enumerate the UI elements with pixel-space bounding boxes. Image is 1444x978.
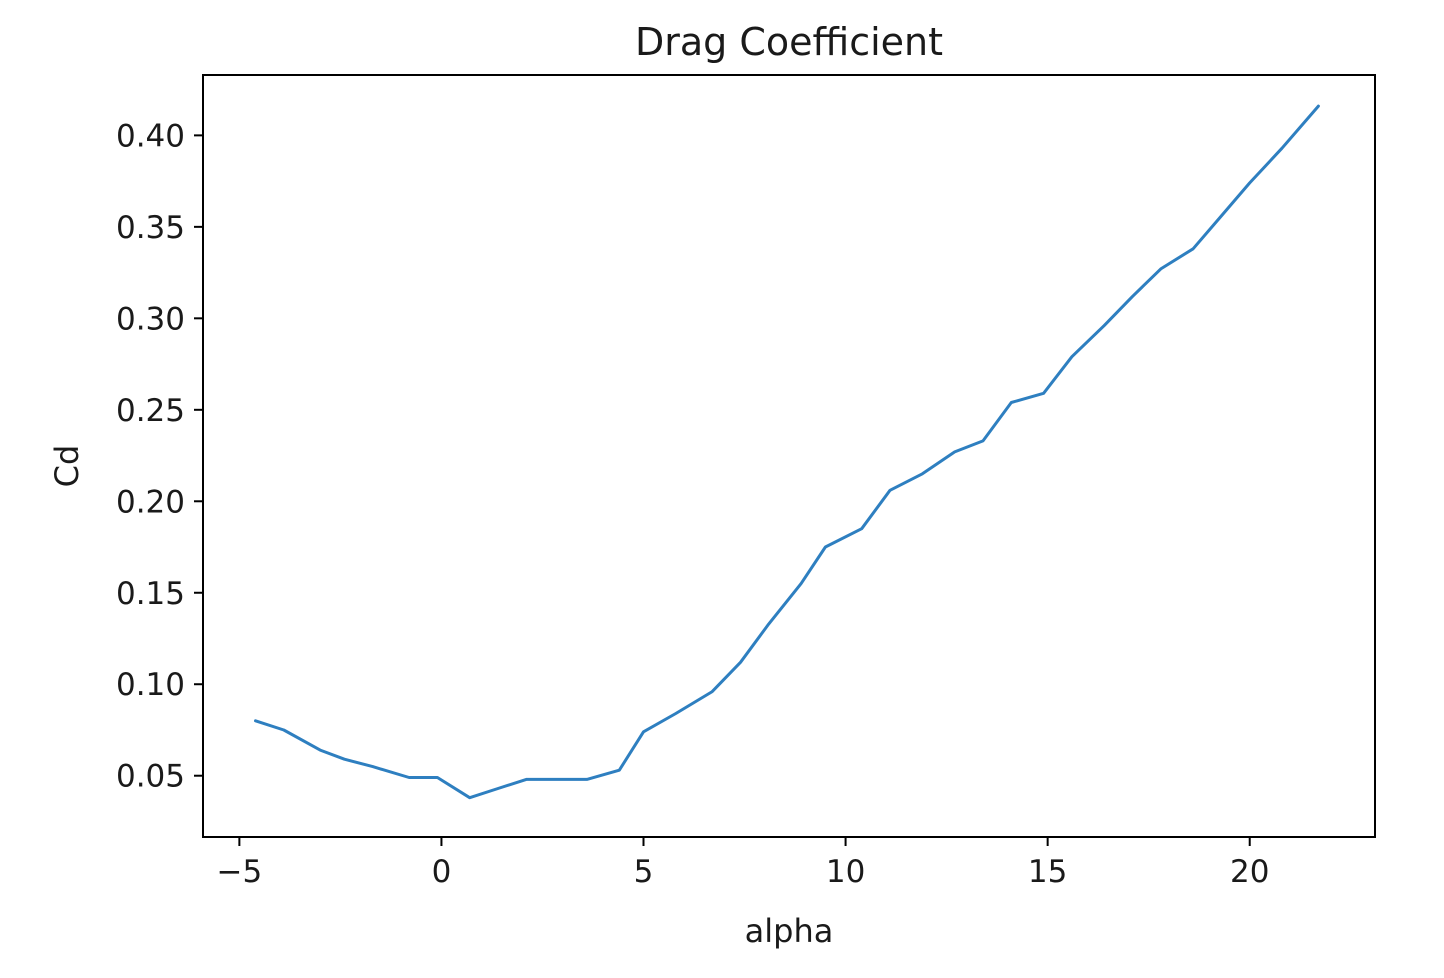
x-tick-label: 5 bbox=[634, 854, 654, 890]
x-tick-label: 15 bbox=[1028, 854, 1067, 890]
y-tick-label: 0.05 bbox=[116, 759, 185, 795]
x-axis-ticks: −5 0 5 10 15 20 bbox=[217, 837, 1269, 890]
y-tick-label: 0.10 bbox=[116, 667, 185, 703]
x-tick-label: 10 bbox=[826, 854, 865, 890]
y-tick-label: 0.25 bbox=[116, 393, 185, 429]
x-tick-label: 20 bbox=[1230, 854, 1269, 890]
y-tick-label: 0.35 bbox=[116, 210, 185, 246]
x-tick-label: −5 bbox=[217, 854, 263, 890]
y-axis-ticks: 0.05 0.10 0.15 0.20 0.25 0.30 0.35 0.40 bbox=[116, 118, 203, 795]
y-tick-label: 0.15 bbox=[116, 576, 185, 612]
y-tick-label: 0.40 bbox=[116, 118, 185, 154]
plot-area-frame bbox=[202, 74, 1376, 838]
chart-title: Drag Coefficient bbox=[635, 20, 943, 64]
x-tick-label: 0 bbox=[432, 854, 452, 890]
x-axis-label: alpha bbox=[745, 912, 834, 950]
y-tick-label: 0.20 bbox=[116, 484, 185, 520]
y-axis-label: Cd bbox=[48, 445, 86, 488]
cd-series-line bbox=[254, 104, 1320, 800]
y-tick-label: 0.30 bbox=[116, 301, 185, 337]
